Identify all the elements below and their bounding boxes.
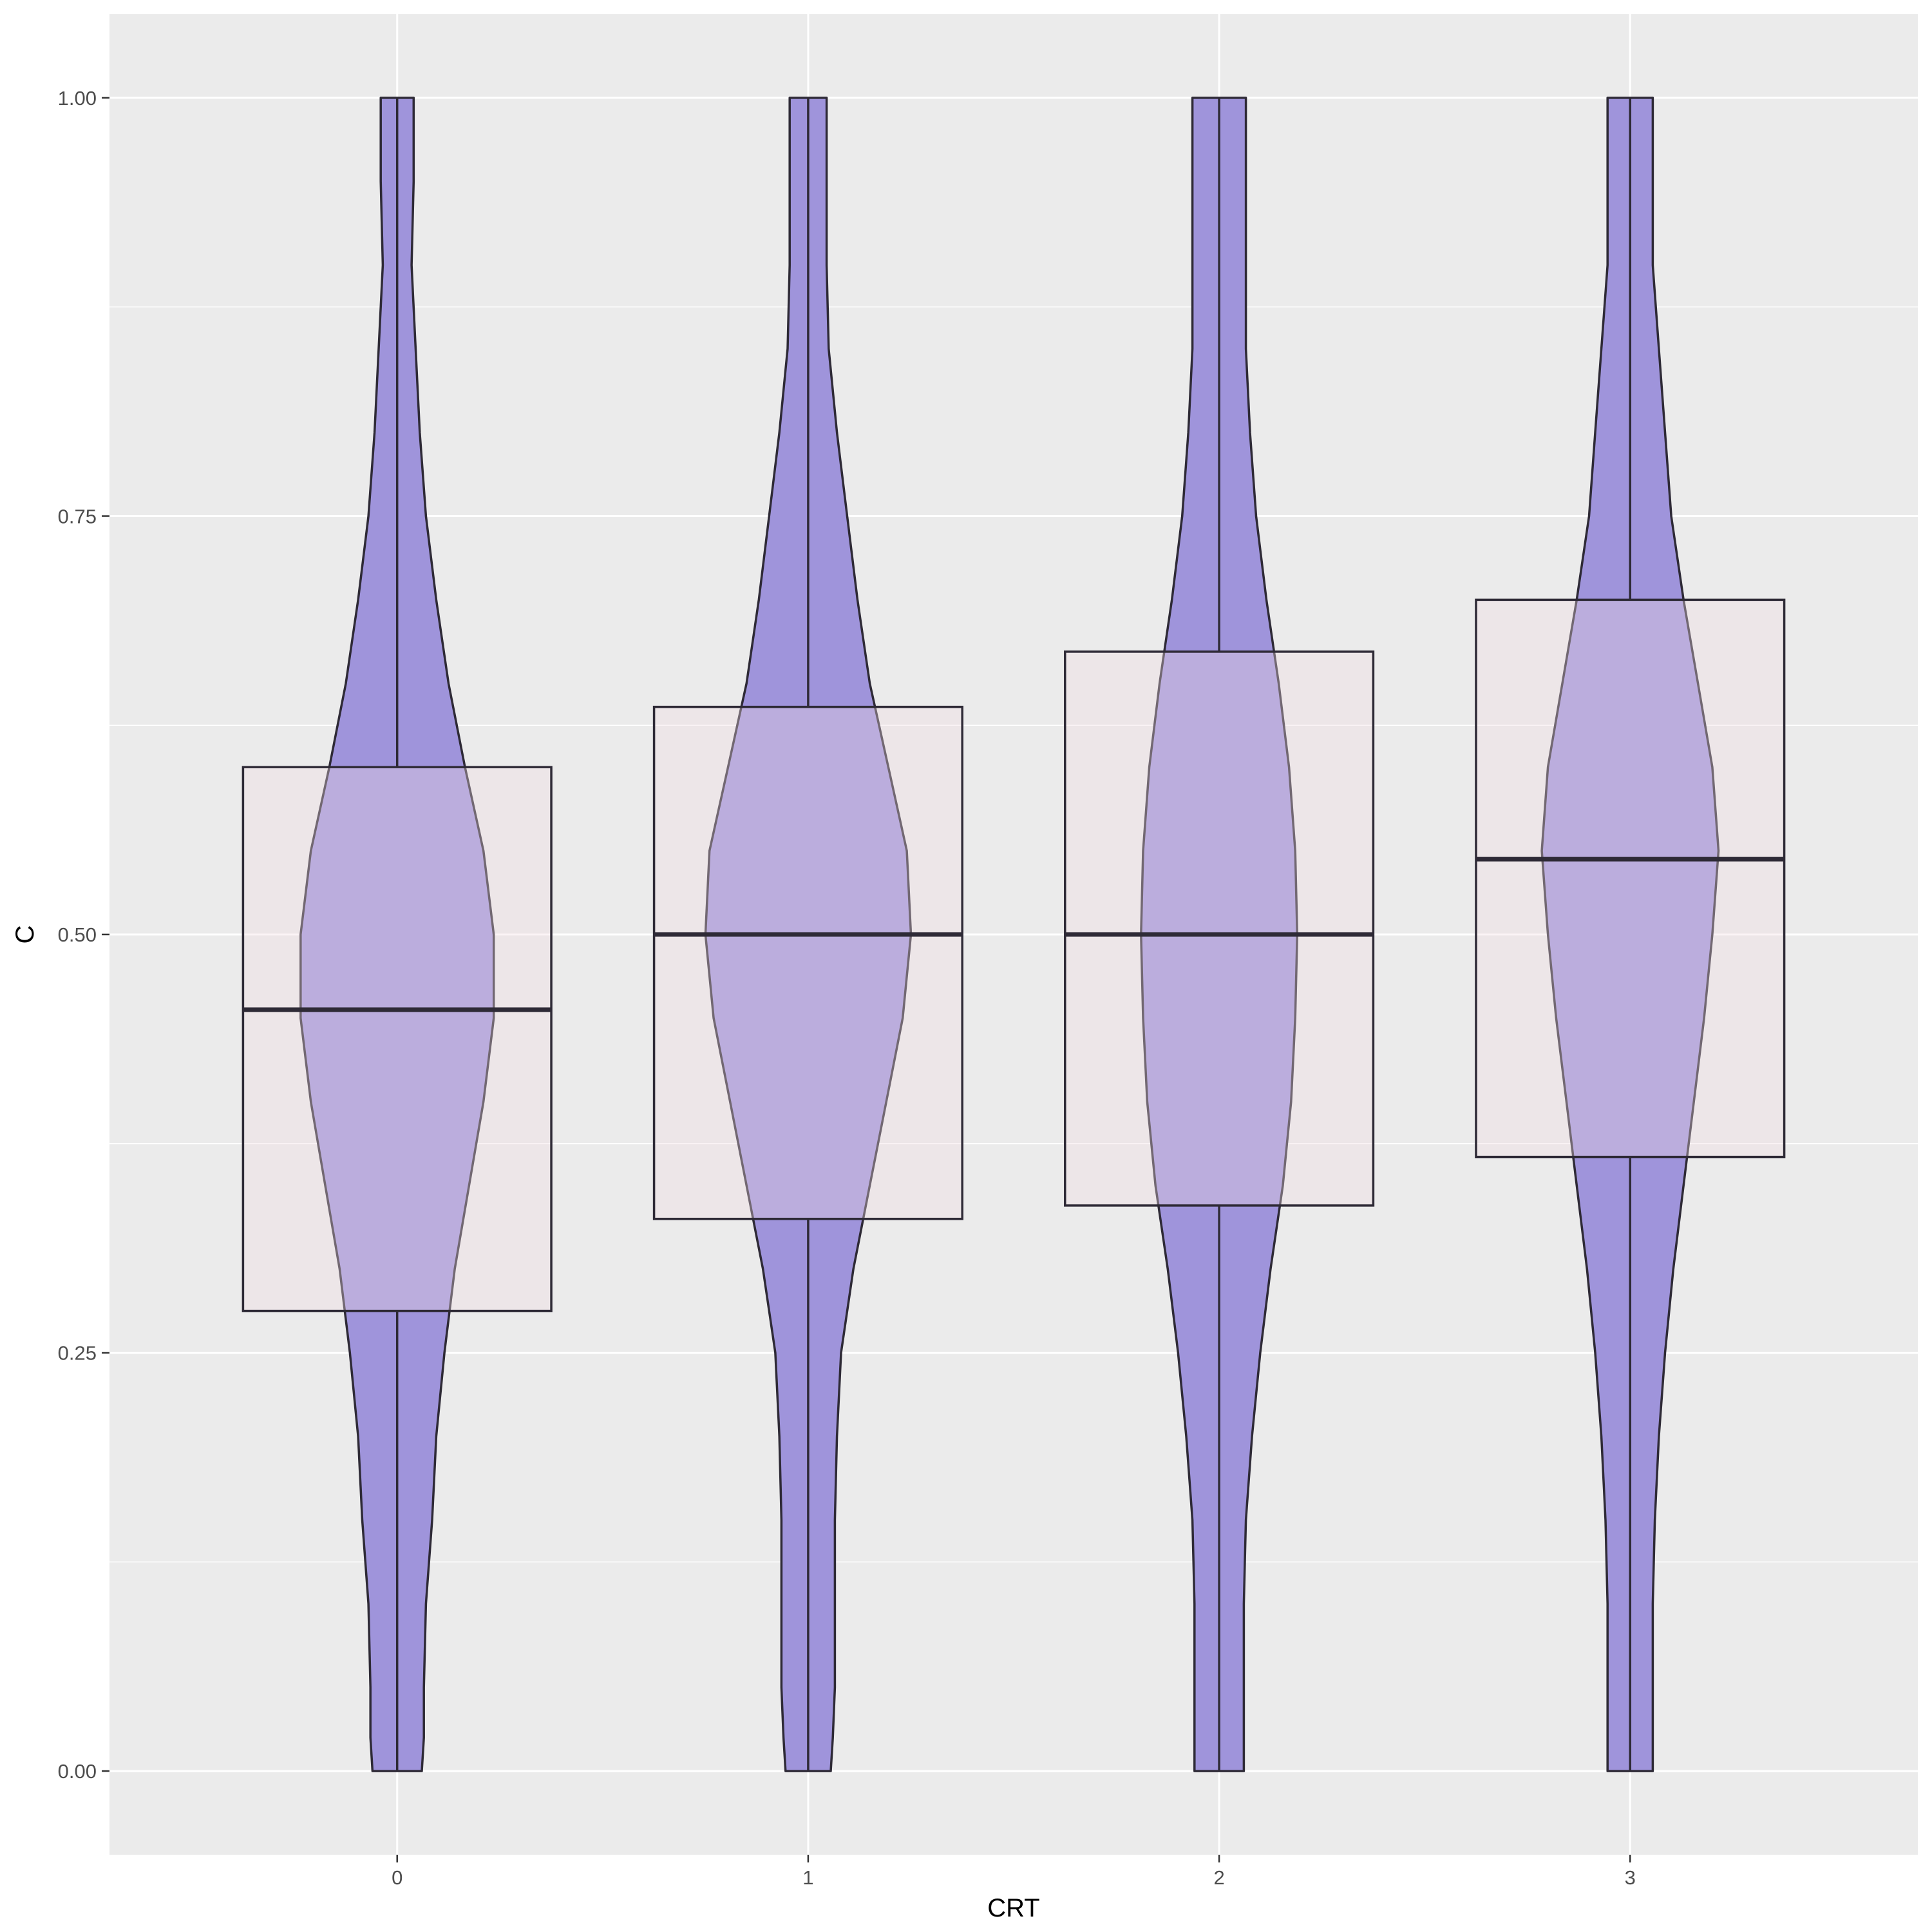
x-tick-label: 0	[392, 1866, 402, 1889]
box-3	[1475, 598, 1786, 1159]
y-tick-label: 0.00	[58, 1760, 97, 1783]
y-axis: 0.00 0.25 0.50 0.75 1.00	[58, 87, 109, 1783]
boxplots-layer	[242, 97, 1786, 1772]
violin-0	[299, 97, 495, 1772]
y-axis-title: C	[11, 925, 39, 944]
box-0	[242, 766, 553, 1312]
box-1	[652, 705, 963, 1220]
x-tick-label: 3	[1625, 1866, 1636, 1889]
y-tick-label: 0.50	[58, 923, 97, 946]
y-tick-label: 1.00	[58, 87, 97, 109]
y-tick-label: 0.25	[58, 1342, 97, 1365]
x-axis-title: CRT	[987, 1894, 1039, 1922]
y-tick-label: 0.75	[58, 505, 97, 527]
violin-3	[1540, 97, 1720, 1772]
x-tick-label: 1	[802, 1866, 813, 1889]
x-tick-label: 2	[1213, 1866, 1224, 1889]
x-axis: 0 1 2 3	[392, 1855, 1636, 1889]
box-2	[1064, 650, 1375, 1207]
